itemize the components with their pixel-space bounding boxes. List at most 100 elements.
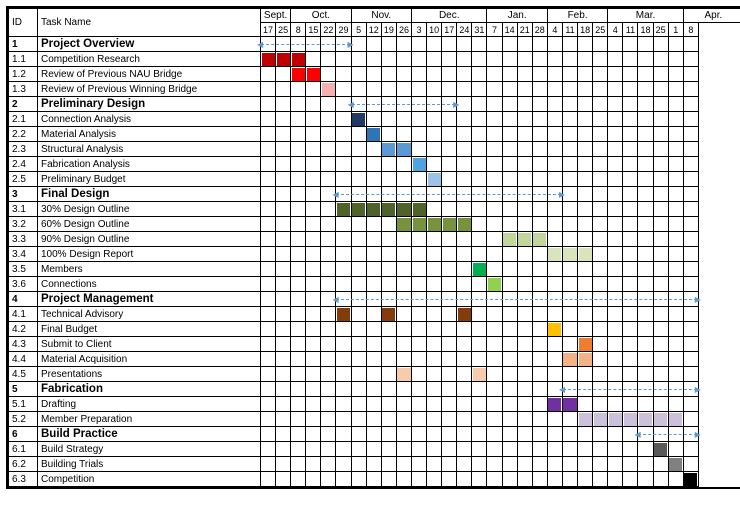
gantt-cell — [306, 52, 321, 67]
gantt-bar — [292, 53, 305, 66]
gantt-cell — [276, 352, 291, 367]
gantt-cell — [578, 187, 593, 202]
task-id: 1.2 — [9, 67, 38, 82]
gantt-cell — [532, 382, 547, 397]
gantt-cell — [261, 412, 276, 427]
gantt-cell — [291, 472, 306, 487]
gantt-cell — [381, 277, 396, 292]
gantt-bar — [563, 248, 576, 261]
gantt-cell — [578, 322, 593, 337]
gantt-cell — [562, 277, 577, 292]
gantt-cell — [653, 427, 668, 442]
gantt-cell — [306, 217, 321, 232]
month-header: Sept. — [261, 9, 291, 23]
gantt-cell — [532, 67, 547, 82]
gantt-cell — [321, 352, 336, 367]
gantt-cell — [532, 277, 547, 292]
gantt-cell — [366, 37, 381, 52]
gantt-cell — [683, 367, 698, 382]
task-name: Competition Research — [38, 52, 261, 67]
gantt-cell — [291, 247, 306, 262]
gantt-cell — [366, 367, 381, 382]
gantt-cell — [427, 427, 442, 442]
gantt-cell — [381, 112, 396, 127]
gantt-cell — [532, 187, 547, 202]
gantt-cell — [336, 457, 351, 472]
task-name: Material Acquisition — [38, 352, 261, 367]
gantt-cell — [291, 457, 306, 472]
gantt-cell — [608, 217, 623, 232]
gantt-cell — [381, 472, 396, 487]
gantt-cell — [427, 67, 442, 82]
gantt-cell — [502, 397, 517, 412]
gantt-cell — [412, 307, 427, 322]
gantt-cell — [336, 172, 351, 187]
gantt-cell — [683, 382, 698, 397]
gantt-bar — [352, 113, 365, 126]
gantt-bar — [624, 413, 637, 426]
gantt-cell — [517, 157, 532, 172]
task-row: 2.3Structural Analysis — [9, 142, 740, 157]
gantt-bar — [654, 443, 667, 456]
gantt-cell — [517, 277, 532, 292]
gantt-cell — [351, 217, 366, 232]
task-id: 6 — [9, 427, 38, 442]
gantt-cell — [517, 307, 532, 322]
gantt-cell — [291, 37, 306, 52]
gantt-cell — [623, 307, 638, 322]
gantt-cell — [396, 367, 411, 382]
gantt-cell — [638, 367, 653, 382]
gantt-cell — [427, 472, 442, 487]
gantt-cell — [547, 367, 562, 382]
task-name: Project Management — [38, 292, 261, 307]
gantt-cell — [381, 67, 396, 82]
gantt-cell — [608, 37, 623, 52]
gantt-cell — [366, 397, 381, 412]
gantt-cell — [442, 67, 457, 82]
gantt-cell — [276, 457, 291, 472]
task-row: 2.2Material Analysis — [9, 127, 740, 142]
gantt-cell — [291, 97, 306, 112]
gantt-cell — [381, 127, 396, 142]
gantt-cell — [261, 217, 276, 232]
gantt-cell — [472, 202, 487, 217]
gantt-cell — [291, 367, 306, 382]
task-name: Presentations — [38, 367, 261, 382]
gantt-bar — [684, 473, 697, 486]
gantt-cell — [593, 442, 608, 457]
gantt-cell — [412, 442, 427, 457]
gantt-cell — [412, 472, 427, 487]
gantt-cell — [351, 352, 366, 367]
gantt-bar — [397, 203, 410, 216]
gantt-cell — [457, 442, 472, 457]
gantt-cell — [638, 112, 653, 127]
gantt-cell — [683, 427, 698, 442]
gantt-cell — [487, 127, 502, 142]
gantt-cell — [261, 232, 276, 247]
gantt-cell — [336, 472, 351, 487]
gantt-cell — [502, 127, 517, 142]
gantt-cell — [653, 307, 668, 322]
gantt-cell — [472, 322, 487, 337]
gantt-cell — [366, 217, 381, 232]
gantt-cell — [593, 217, 608, 232]
gantt-cell — [578, 442, 593, 457]
gantt-cell — [562, 412, 577, 427]
gantt-cell — [608, 187, 623, 202]
gantt-cell — [668, 412, 683, 427]
gantt-cell — [276, 442, 291, 457]
gantt-cell — [427, 457, 442, 472]
gantt-cell — [457, 457, 472, 472]
gantt-cell — [487, 262, 502, 277]
gantt-cell — [442, 97, 457, 112]
gantt-cell — [517, 262, 532, 277]
gantt-cell — [351, 187, 366, 202]
gantt-cell — [547, 262, 562, 277]
gantt-cell — [276, 397, 291, 412]
gantt-cell — [412, 97, 427, 112]
gantt-cell — [608, 262, 623, 277]
gantt-cell — [653, 82, 668, 97]
gantt-cell — [276, 247, 291, 262]
gantt-cell — [532, 127, 547, 142]
gantt-cell — [547, 352, 562, 367]
